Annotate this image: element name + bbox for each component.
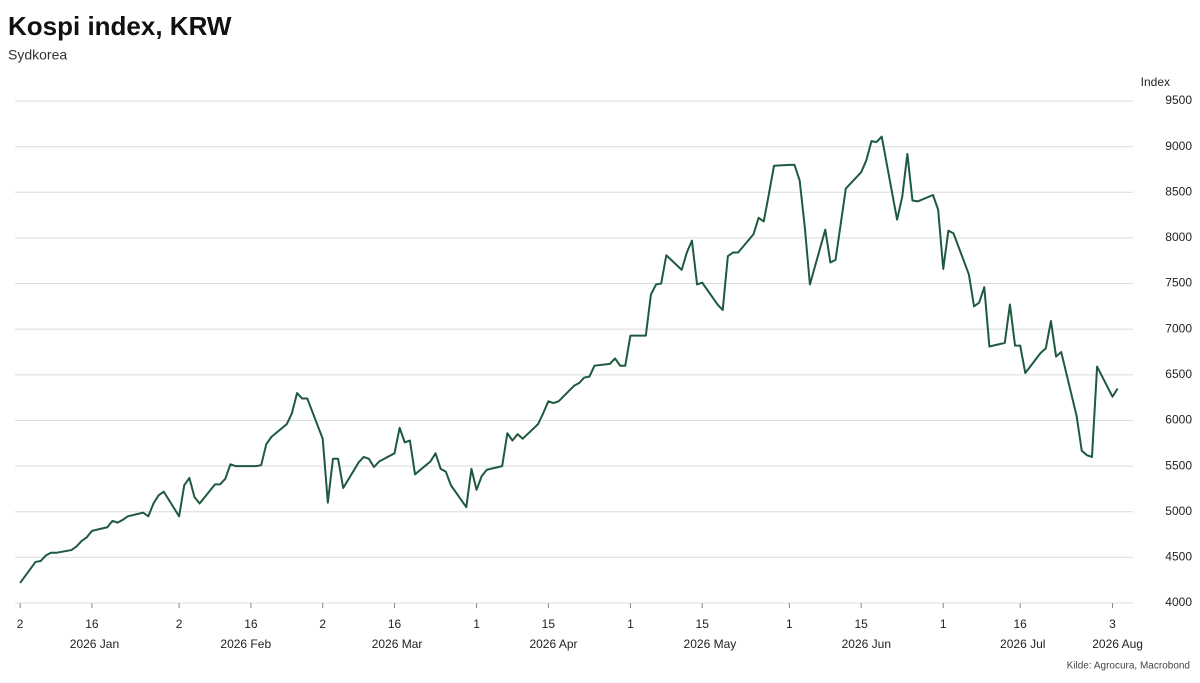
y-tick-label: 4500 [1165, 550, 1192, 564]
x-tick-label: 1 [473, 617, 480, 631]
x-tick-label: 2 [176, 617, 183, 631]
x-tick-label: 16 [1013, 617, 1027, 631]
y-tick-label: 6500 [1165, 367, 1192, 381]
x-tick-label: 16 [85, 617, 99, 631]
source-note: Kilde: Agrocura, Macrobond [1067, 661, 1190, 672]
y-tick-label: 7000 [1165, 321, 1192, 335]
x-period-label: 2026 Aug [1092, 637, 1143, 651]
chart-subtitle: Sydkorea [8, 47, 67, 63]
y-tick-label: 9500 [1165, 93, 1192, 107]
x-period-label: 2026 Jan [70, 637, 119, 651]
y-tick-label: 5000 [1165, 504, 1192, 518]
x-tick-label: 1 [627, 617, 634, 631]
x-tick-label: 16 [244, 617, 258, 631]
x-tick-label: 1 [940, 617, 947, 631]
x-period-label: 2026 Jun [842, 637, 891, 651]
x-period-label: 2026 May [684, 637, 737, 651]
y-tick-label: 6000 [1165, 413, 1192, 427]
x-period-label: 2026 Feb [220, 637, 271, 651]
x-tick-label: 16 [388, 617, 402, 631]
y-tick-label: 7500 [1165, 276, 1192, 290]
x-tick-label: 1 [786, 617, 793, 631]
x-tick-label: 15 [542, 617, 556, 631]
x-tick-label: 15 [855, 617, 869, 631]
y-tick-label: 8500 [1165, 184, 1192, 198]
x-period-label: 2026 Jul [1000, 637, 1045, 651]
y-axis-label: Index [1141, 75, 1170, 89]
x-tick-label: 2 [17, 617, 24, 631]
x-tick-label: 2 [319, 617, 326, 631]
y-tick-label: 4000 [1165, 595, 1192, 609]
data-line [19, 135, 1119, 584]
x-tick-label: 3 [1109, 617, 1116, 631]
y-tick-label: 8000 [1165, 230, 1192, 244]
x-tick-label: 15 [696, 617, 710, 631]
x-period-label: 2026 Mar [372, 637, 423, 651]
y-tick-label: 5500 [1165, 458, 1192, 472]
chart-title: Kospi index, KRW [8, 11, 232, 41]
x-period-label: 2026 Apr [529, 637, 577, 651]
y-tick-label: 9000 [1165, 139, 1192, 153]
